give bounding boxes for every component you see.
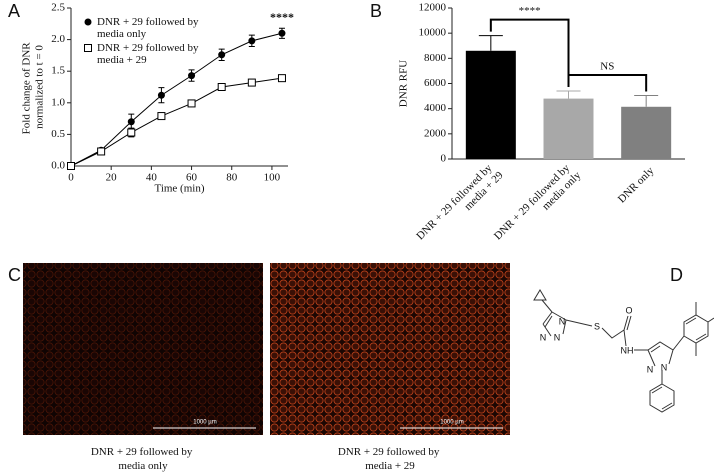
marker bbox=[277, 74, 286, 83]
molecule bbox=[533, 289, 714, 413]
panel-label: B bbox=[370, 1, 382, 21]
atom-label: O bbox=[625, 305, 632, 315]
scale-bar-label: 1000 µm bbox=[193, 420, 216, 426]
x-tick-label: 0 bbox=[68, 172, 74, 184]
y-tick-label: 2000 bbox=[424, 127, 447, 139]
y-tick-label: 0.5 bbox=[51, 128, 65, 140]
marker bbox=[157, 91, 165, 99]
marker bbox=[127, 118, 135, 126]
y-tick-label: 4000 bbox=[424, 102, 447, 114]
annotation: **** bbox=[270, 10, 294, 24]
legend-marker bbox=[84, 44, 92, 52]
y-tick-label: 10000 bbox=[419, 27, 447, 39]
x-tick-label: 80 bbox=[226, 172, 238, 184]
legend-label: DNR + 29 followed by media only bbox=[97, 16, 201, 40]
error-bar bbox=[556, 90, 581, 99]
marker bbox=[187, 99, 196, 108]
bar bbox=[621, 106, 672, 159]
atom-label: N bbox=[647, 364, 654, 374]
y-axis-label: Fold change of DNR normalized to t = 0 bbox=[20, 40, 45, 135]
atom-label: N bbox=[554, 332, 561, 342]
x-tick-label: DNR only bbox=[615, 164, 656, 205]
y-tick-label: 1.5 bbox=[51, 65, 65, 77]
y-axis-label: DNR RFU bbox=[398, 60, 410, 107]
annotation: **** bbox=[519, 5, 541, 17]
y-tick-label: 2.5 bbox=[51, 2, 65, 14]
error-bar bbox=[478, 35, 503, 51]
x-tick-label: DNR + 29 followed by media + 29 bbox=[414, 159, 506, 251]
atom-label: N bbox=[559, 316, 566, 326]
marker bbox=[97, 147, 106, 156]
marker bbox=[248, 37, 256, 45]
marker bbox=[188, 72, 196, 80]
marker bbox=[217, 83, 226, 91]
image-caption: DNR + 29 followed by media only bbox=[91, 446, 195, 472]
y-tick-label: 6000 bbox=[424, 77, 447, 89]
panel-label: D bbox=[670, 265, 683, 285]
x-tick-label: 40 bbox=[146, 172, 158, 184]
marker bbox=[67, 162, 75, 170]
x-tick-label: 100 bbox=[264, 172, 281, 184]
y-tick-label: 0.0 bbox=[51, 160, 65, 172]
y-tick-label: 1.0 bbox=[51, 96, 65, 108]
x-tick-label: 60 bbox=[186, 172, 198, 184]
marker bbox=[278, 29, 286, 37]
atom-label: N bbox=[661, 362, 668, 372]
bar bbox=[465, 50, 516, 159]
y-tick-label: 8000 bbox=[424, 52, 447, 64]
atom-label: N bbox=[540, 332, 547, 342]
significance-bracket bbox=[567, 74, 648, 92]
marker bbox=[218, 51, 226, 59]
microscopy-image bbox=[23, 263, 263, 435]
panel-label: A bbox=[8, 1, 20, 21]
bar bbox=[543, 98, 594, 159]
marker bbox=[247, 78, 256, 87]
series-line bbox=[70, 77, 283, 167]
legend-marker bbox=[84, 18, 92, 26]
marker bbox=[127, 128, 136, 137]
significance-bracket bbox=[489, 18, 570, 88]
x-axis-label: Time (min) bbox=[154, 183, 204, 195]
panel-label: C bbox=[8, 265, 21, 285]
microscopy-image bbox=[270, 263, 510, 435]
x-tick-label: DNR + 29 followed by media only bbox=[492, 159, 584, 251]
marker bbox=[157, 112, 166, 121]
scale-bar-label: 1000 µm bbox=[440, 420, 463, 426]
atom-label: S bbox=[594, 321, 600, 331]
y-tick-label: 12000 bbox=[419, 2, 447, 14]
series-line bbox=[70, 32, 283, 167]
y-tick-label: 2.0 bbox=[51, 33, 65, 45]
x-tick-label: 20 bbox=[106, 172, 118, 184]
legend-label: DNR + 29 followed by media + 29 bbox=[97, 42, 201, 66]
annotation: NS bbox=[600, 61, 614, 73]
y-tick-label: 0 bbox=[441, 153, 447, 165]
error-bar bbox=[634, 94, 659, 107]
image-caption: DNR + 29 followed by media + 29 bbox=[338, 446, 442, 472]
atom-label: NH bbox=[621, 345, 634, 355]
